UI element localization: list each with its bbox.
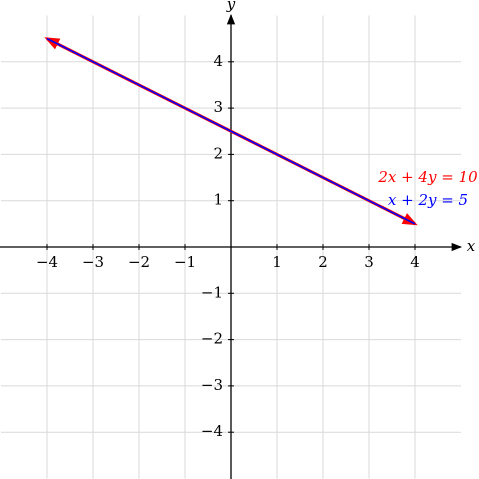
line <box>46 37 416 225</box>
x-tick-label: −1 <box>174 253 196 271</box>
y-tick-label: −1 <box>201 283 223 301</box>
y-tick-label: −3 <box>201 376 223 394</box>
x-tick-label: 1 <box>272 253 282 271</box>
y-tick-label: −4 <box>201 422 223 440</box>
legend-label: 2x + 4y = 10 <box>377 168 478 186</box>
x-tick-label: −4 <box>36 253 58 271</box>
x-tick-label: −2 <box>128 253 150 271</box>
y-tick-label: 4 <box>213 52 223 70</box>
x-axis-label: x <box>467 237 476 255</box>
x-tick-label: 2 <box>318 253 328 271</box>
y-axis-label: y <box>226 0 236 13</box>
y-tick-label: 3 <box>213 98 223 116</box>
x-tick-label: 4 <box>410 253 420 271</box>
x-tick-label: −3 <box>82 253 104 271</box>
y-tick-label: −2 <box>201 330 223 348</box>
x-tick-label: 3 <box>364 253 374 271</box>
legend-label: x + 2y = 5 <box>388 191 468 209</box>
y-tick-label: 1 <box>213 191 223 209</box>
y-tick-label: 2 <box>213 144 223 162</box>
